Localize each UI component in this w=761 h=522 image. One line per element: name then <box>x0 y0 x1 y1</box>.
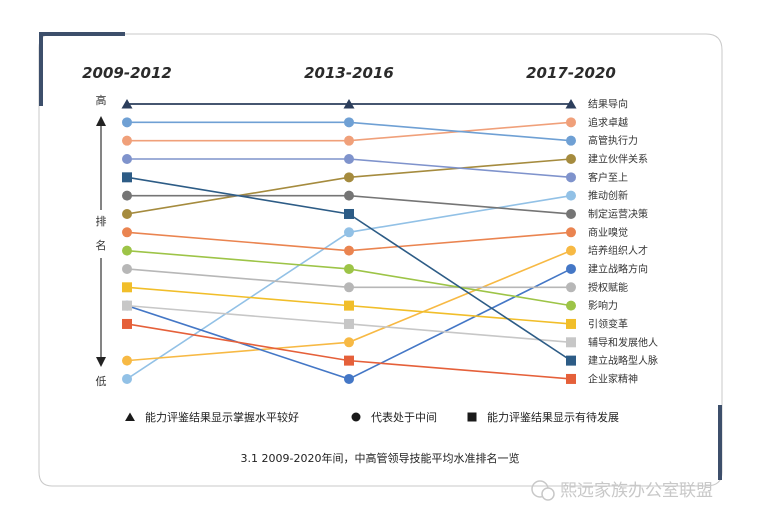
series-marker <box>566 227 576 238</box>
axis-top-label: 高 <box>96 93 107 107</box>
series-marker <box>122 373 132 384</box>
series-line <box>126 323 572 380</box>
series-marker <box>343 99 355 109</box>
series-marker <box>122 208 132 219</box>
skill-label: 客户至上 <box>588 171 628 184</box>
axis-title-bg <box>92 210 110 258</box>
series-marker <box>344 263 354 274</box>
series-marker <box>566 355 576 366</box>
skill-label: 推动创新 <box>588 189 628 202</box>
series-marker <box>122 117 132 128</box>
period-label: 2009-2012 <box>82 64 172 82</box>
legend-marker <box>467 412 477 422</box>
series-marker <box>344 318 354 329</box>
skill-label: 商业嗅觉 <box>588 226 628 239</box>
series-marker <box>344 172 354 183</box>
series-marker <box>122 263 132 274</box>
axis-bottom-label: 低 <box>96 375 107 388</box>
axis-arrow-up-icon <box>96 116 106 126</box>
legend-marker <box>125 412 135 422</box>
skill-label: 结果导向 <box>588 98 628 111</box>
series-marker <box>122 318 132 329</box>
skill-label: 培养组织人才 <box>588 244 648 257</box>
watermark: 熙远家族办公室联盟 <box>531 480 713 501</box>
series-marker <box>566 153 576 164</box>
series-marker <box>566 318 576 329</box>
series-marker <box>344 373 354 384</box>
period-labels: 2009-2012 2013-2016 2017-2020 <box>82 64 616 82</box>
series-marker <box>344 208 354 219</box>
series-marker <box>344 135 354 146</box>
skill-label: 引领变革 <box>588 317 628 330</box>
series-marker <box>344 245 354 256</box>
series-marker <box>344 190 354 201</box>
series-marker <box>566 337 576 348</box>
series-marker <box>565 99 577 109</box>
skill-label: 影响力 <box>588 299 618 312</box>
legend-text: 能力评鉴结果显示掌握水平较好 <box>145 410 299 424</box>
skill-label: 追求卓越 <box>588 116 628 129</box>
series-markers <box>121 99 577 384</box>
series-line <box>126 158 572 215</box>
series-marker <box>344 153 354 164</box>
series-marker <box>566 245 576 256</box>
axis-arrow-down-icon <box>96 357 106 367</box>
series-marker <box>344 282 354 293</box>
frame-accent-top-left <box>39 32 125 36</box>
series-marker <box>566 172 576 183</box>
series-marker <box>566 263 576 274</box>
series-marker <box>122 135 132 146</box>
series-marker <box>122 227 132 238</box>
series-marker <box>344 300 354 311</box>
frame-accent-left <box>39 32 43 106</box>
skill-label: 建立战略方向 <box>588 262 648 275</box>
series-marker <box>122 153 132 164</box>
skill-label: 建立战略型人脉 <box>588 354 658 367</box>
axis-title: 排名 <box>96 214 107 252</box>
frame-accent-right <box>718 405 722 480</box>
skill-label: 制定运营决策 <box>588 207 648 220</box>
chart-title: 3.1 2009-2020年间，中高管领导技能平均水准排名一览 <box>241 451 520 465</box>
series-marker <box>566 135 576 146</box>
series-marker <box>566 117 576 128</box>
series-marker <box>566 282 576 293</box>
series-marker <box>122 190 132 201</box>
period-label: 2017-2020 <box>526 64 616 82</box>
series-marker <box>344 337 354 348</box>
series-marker <box>121 99 133 109</box>
series-marker <box>122 245 132 256</box>
legend-text: 代表处于中间 <box>371 410 437 424</box>
series-marker <box>566 300 576 311</box>
series-marker <box>122 300 132 311</box>
skill-label: 建立伙伴关系 <box>588 152 648 165</box>
series-marker <box>566 373 576 384</box>
series-marker <box>566 208 576 219</box>
series-marker <box>344 117 354 128</box>
skill-label: 企业家精神 <box>588 372 638 385</box>
y-axis: 高 低 排名 <box>92 93 110 388</box>
series-marker <box>122 172 132 183</box>
series-marker <box>122 282 132 293</box>
skill-label: 辅导和发展他人 <box>588 336 658 349</box>
legend: 能力评鉴结果显示掌握水平较好 代表处于中间 能力评鉴结果显示有待发展 <box>125 410 619 424</box>
legend-text: 能力评鉴结果显示有待发展 <box>487 410 619 424</box>
series-marker <box>122 355 132 366</box>
skill-label: 授权赋能 <box>588 281 628 294</box>
watermark-text: 熙远家族办公室联盟 <box>560 481 713 501</box>
skill-labels: 结果导向追求卓越高管执行力建立伙伴关系客户至上推动创新制定运营决策商业嗅觉培养组… <box>588 98 658 386</box>
series-marker <box>344 355 354 366</box>
series-marker <box>344 227 354 238</box>
legend-marker <box>351 412 361 422</box>
period-label: 2013-2016 <box>304 64 394 82</box>
skill-label: 高管执行力 <box>588 134 638 147</box>
series-marker <box>566 190 576 201</box>
wechat-icon-inner <box>541 487 555 501</box>
